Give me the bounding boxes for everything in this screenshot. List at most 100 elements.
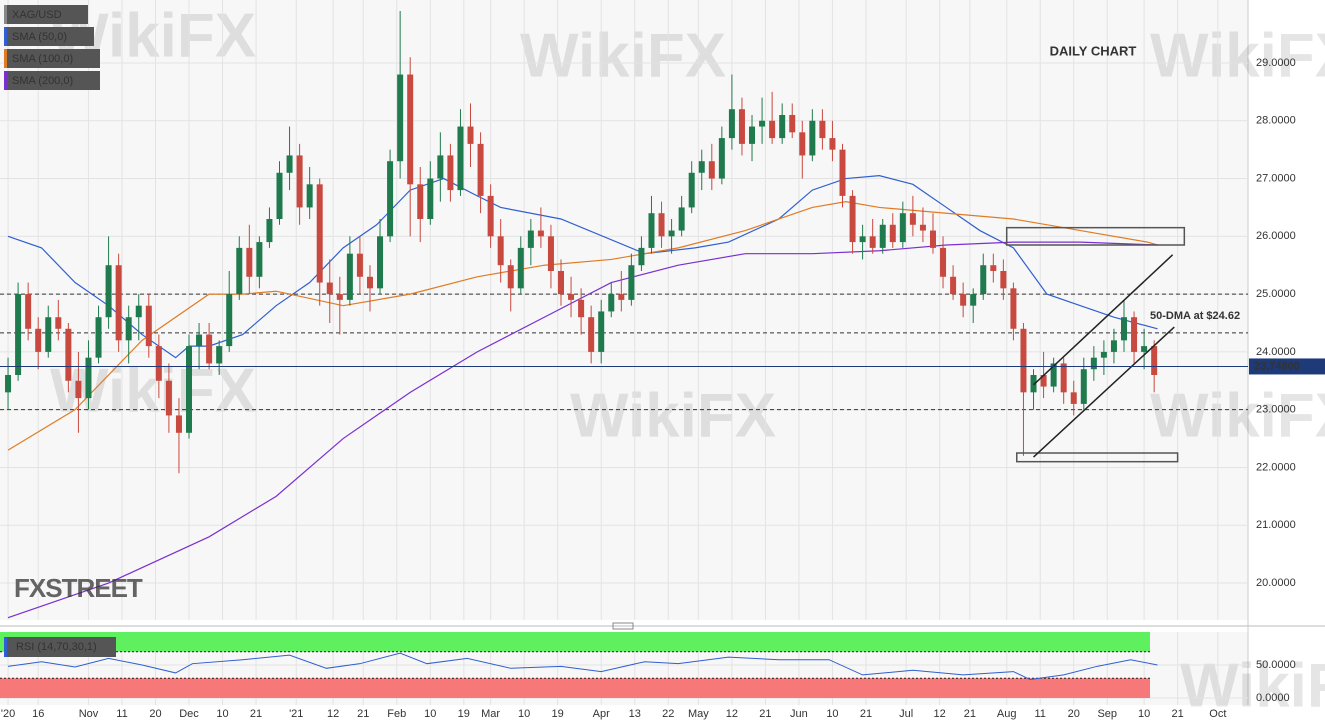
candle-body (165, 380, 172, 416)
x-tick-label: 10 (826, 708, 838, 720)
candle-body (618, 294, 625, 300)
x-tick-label: 21 (964, 708, 976, 720)
candle-body (115, 265, 122, 341)
x-tick-label: Mar (481, 708, 500, 720)
sma-line (7, 175, 1158, 359)
candle-body (387, 161, 394, 237)
candle-body (1030, 375, 1037, 393)
candle-body (346, 253, 353, 300)
candle-body (909, 213, 916, 225)
candle-body (45, 317, 52, 352)
candle-body (557, 270, 564, 295)
watermark: WikiFX (50, 356, 256, 425)
candle-body (65, 328, 72, 381)
x-tick-label: 21 (1171, 708, 1183, 720)
candle-body (125, 317, 132, 341)
candle-body (1050, 363, 1057, 387)
x-tick-label: 12 (934, 708, 946, 720)
x-tick-label: Aug (997, 708, 1017, 720)
candle-body (507, 265, 514, 289)
candle-body (336, 294, 343, 300)
candle-body (25, 294, 32, 329)
x-tick-label: May (688, 708, 709, 720)
candle-body (940, 247, 947, 277)
candle-body (879, 224, 886, 248)
rsi-y-tick-label: 0.0000 (1256, 692, 1290, 704)
candle-body (35, 328, 42, 352)
x-tick-label: 10 (1138, 708, 1150, 720)
chart-title: DAILY CHART (1050, 43, 1137, 58)
candle-body (256, 242, 263, 277)
candle-body (1040, 375, 1047, 387)
candle-body (467, 126, 474, 144)
candle-body (85, 357, 92, 399)
candle-body (135, 305, 142, 318)
candle-body (397, 74, 404, 162)
x-tick-label: 21 (250, 708, 262, 720)
x-tick-label: 10 (216, 708, 228, 720)
candle-body (578, 299, 585, 318)
x-tick-label: 13 (629, 708, 641, 720)
candle-body (698, 161, 705, 173)
watermark: WikiFX (1150, 381, 1325, 450)
candle-body (206, 334, 213, 364)
plot-background (0, 0, 1248, 620)
candle-body (55, 317, 62, 329)
candle-body (487, 195, 494, 237)
candle-body (899, 213, 906, 243)
candle-body (728, 109, 735, 139)
candle-body (155, 346, 162, 381)
legend-box (4, 71, 100, 90)
candle-body (316, 184, 323, 283)
x-tick-label: 20 (149, 708, 161, 720)
y-tick-label: 26.0000 (1256, 230, 1296, 242)
candle-body (427, 178, 434, 219)
x-tick-label: Feb (387, 708, 406, 720)
candle-body (809, 120, 816, 156)
candle-body (1070, 392, 1077, 404)
candle-body (970, 294, 977, 306)
legend-swatch (4, 71, 7, 90)
candle-body (668, 230, 675, 237)
candle-body (819, 120, 826, 139)
x-tick-label: 21 (357, 708, 369, 720)
rsi-legend-box (4, 637, 116, 657)
x-tick-label: Apr (593, 708, 610, 720)
candle-body (196, 334, 203, 347)
candle-body (226, 294, 233, 347)
candle-body (517, 247, 524, 289)
candle-body (547, 236, 554, 271)
candle-body (769, 120, 776, 139)
candle-body (648, 213, 655, 248)
candle-body (950, 276, 957, 295)
candle-body (1110, 340, 1117, 352)
candle-body (326, 282, 333, 295)
x-tick-label: 12 (327, 708, 339, 720)
candle-body (306, 184, 313, 208)
candle-body (658, 213, 665, 237)
candle-body (447, 155, 454, 191)
candle-body (276, 172, 283, 219)
x-tick-label: 10 (424, 708, 436, 720)
candle-body (678, 207, 685, 231)
candle-body (859, 236, 866, 243)
candle-body (286, 155, 293, 173)
candle-body (849, 195, 856, 243)
candle-body (598, 311, 605, 352)
y-tick-label: 20.0000 (1256, 577, 1296, 589)
candle-body (789, 114, 796, 133)
candle-body (296, 155, 303, 208)
x-tick-label: 20 (1068, 708, 1080, 720)
legend-box (4, 49, 100, 68)
x-tick-label: Dec (179, 708, 199, 720)
x-tick-label: 19 (552, 708, 564, 720)
last-price-box (1249, 358, 1325, 375)
candle-body (105, 265, 112, 318)
candle-body (829, 138, 836, 150)
candle-body (186, 346, 193, 433)
candle-body (980, 265, 987, 295)
overbought-zone (0, 632, 1150, 652)
resize-grip[interactable] (612, 622, 634, 630)
rsi-legend-label: RSI (14,70,30,1) (16, 641, 97, 653)
x-tick-label: Oct (1209, 708, 1226, 720)
